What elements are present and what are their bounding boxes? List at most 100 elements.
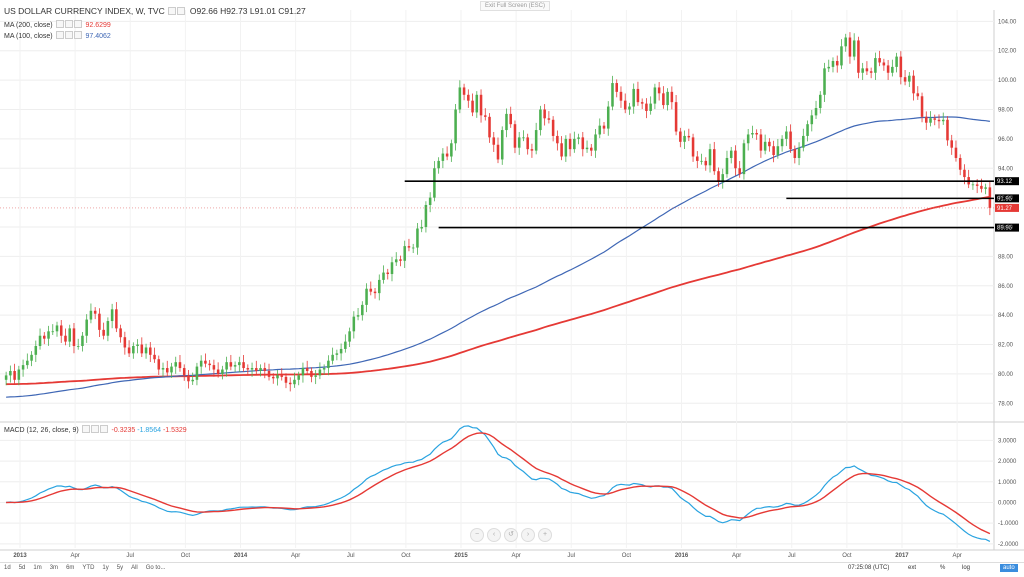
candle-body <box>322 368 326 370</box>
candle-body <box>645 103 648 111</box>
range-button-5d[interactable]: 5d <box>18 565 26 571</box>
eye-icon[interactable] <box>55 20 64 28</box>
ma200-label: MA (200, close) <box>4 22 53 29</box>
candle-body <box>467 94 470 101</box>
candle-body <box>827 66 831 69</box>
eye-icon[interactable] <box>55 31 64 39</box>
candle-body <box>785 131 788 139</box>
ma100-line <box>6 116 990 398</box>
ext-toggle[interactable]: ext <box>908 565 917 571</box>
range-button-goto[interactable]: Go to... <box>145 565 166 571</box>
range-button-5y[interactable]: 5y <box>116 565 124 571</box>
candle-body <box>178 362 182 369</box>
settings-icon[interactable] <box>64 31 73 39</box>
candle-body <box>522 137 525 139</box>
candle-body <box>941 119 945 122</box>
candle-body <box>823 68 826 95</box>
zoom-out-icon[interactable]: − <box>470 528 484 542</box>
close-icon[interactable] <box>73 20 82 28</box>
range-button-1y[interactable]: 1y <box>102 565 109 571</box>
price-tick-label: 102.00 <box>998 49 1017 55</box>
candle-body <box>280 375 284 377</box>
range-button-1m[interactable]: 1m <box>33 565 42 571</box>
candle-body <box>903 77 907 82</box>
candle-body <box>136 344 139 347</box>
candle-body <box>284 376 288 383</box>
candle-body <box>958 157 962 170</box>
candle-body <box>170 366 173 373</box>
high-value: H92.73 <box>220 6 248 16</box>
candle-body <box>729 150 733 158</box>
candle-body <box>238 362 241 366</box>
ma200-legend: MA (200, close) 92.6299 <box>4 20 111 29</box>
candle-body <box>802 135 805 148</box>
price-tick-label: 92.00 <box>998 196 1014 202</box>
candle-body <box>403 246 406 261</box>
candle-body <box>984 187 987 189</box>
candle-body <box>93 310 97 314</box>
candle-body <box>348 331 351 342</box>
candle-body <box>539 109 542 131</box>
candle-body <box>882 62 886 66</box>
candle-body <box>34 346 38 355</box>
range-button-all[interactable]: All <box>131 565 138 571</box>
reset-icon[interactable]: ↺ <box>504 528 518 542</box>
candle-body <box>276 375 279 379</box>
eye-icon[interactable] <box>168 7 177 15</box>
macd-line <box>6 425 991 542</box>
close-icon[interactable] <box>73 31 82 39</box>
candle-body <box>649 103 652 111</box>
settings-icon[interactable] <box>90 425 99 433</box>
candle-body <box>496 144 500 160</box>
candle-body <box>818 94 822 109</box>
level-price-tag <box>995 223 1019 232</box>
candle-body <box>13 370 16 380</box>
candle-body <box>331 354 334 361</box>
candle-body <box>700 160 703 162</box>
candle-body <box>47 331 50 339</box>
zoom-in-icon[interactable]: + <box>538 528 552 542</box>
settings-icon[interactable] <box>177 7 186 15</box>
candle-body <box>386 272 390 275</box>
candle-body <box>755 132 758 135</box>
candle-body <box>640 102 644 104</box>
candle-body <box>891 66 894 73</box>
candle-body <box>683 135 686 142</box>
candle-body <box>738 168 741 175</box>
log-toggle[interactable]: log <box>962 565 971 571</box>
range-button-6m[interactable]: 6m <box>66 565 75 571</box>
low-value: L91.01 <box>249 6 276 16</box>
candle-body <box>568 138 572 150</box>
candle-body <box>30 354 33 361</box>
candle-body <box>500 130 504 160</box>
candle-body <box>221 369 224 374</box>
time-tick-label: Apr <box>511 553 520 559</box>
last-price-label: 91.27 <box>997 206 1013 212</box>
candle-body <box>165 368 169 373</box>
range-button-3m[interactable]: 3m <box>49 565 59 571</box>
candle-body <box>742 143 746 175</box>
range-button-1d[interactable]: 1d <box>4 565 11 571</box>
range-button-ytd[interactable]: YTD <box>82 565 95 571</box>
candle-body <box>68 328 71 342</box>
scroll-right-icon[interactable]: › <box>521 528 535 542</box>
exit-fullscreen-button[interactable]: Exit Full Screen (ESC) <box>480 1 551 11</box>
macd-value: -1.8564 <box>137 427 161 434</box>
candle-body <box>140 344 144 354</box>
candle-body <box>267 370 271 377</box>
settings-icon[interactable] <box>64 20 73 28</box>
candle-body <box>721 174 725 182</box>
close-icon[interactable] <box>99 425 108 433</box>
candle-body <box>886 65 890 73</box>
auto-toggle[interactable]: auto <box>1000 564 1018 572</box>
scroll-left-icon[interactable]: ‹ <box>487 528 501 542</box>
level-price-label: 93.12 <box>997 179 1013 185</box>
candle-body <box>450 143 453 157</box>
time-tick-label: Jul <box>788 553 796 559</box>
candle-body <box>365 288 368 305</box>
candle-body <box>946 119 949 141</box>
percent-toggle[interactable]: % <box>940 565 946 571</box>
macd-tick-label: 3.0000 <box>998 438 1017 444</box>
eye-icon[interactable] <box>81 425 90 433</box>
